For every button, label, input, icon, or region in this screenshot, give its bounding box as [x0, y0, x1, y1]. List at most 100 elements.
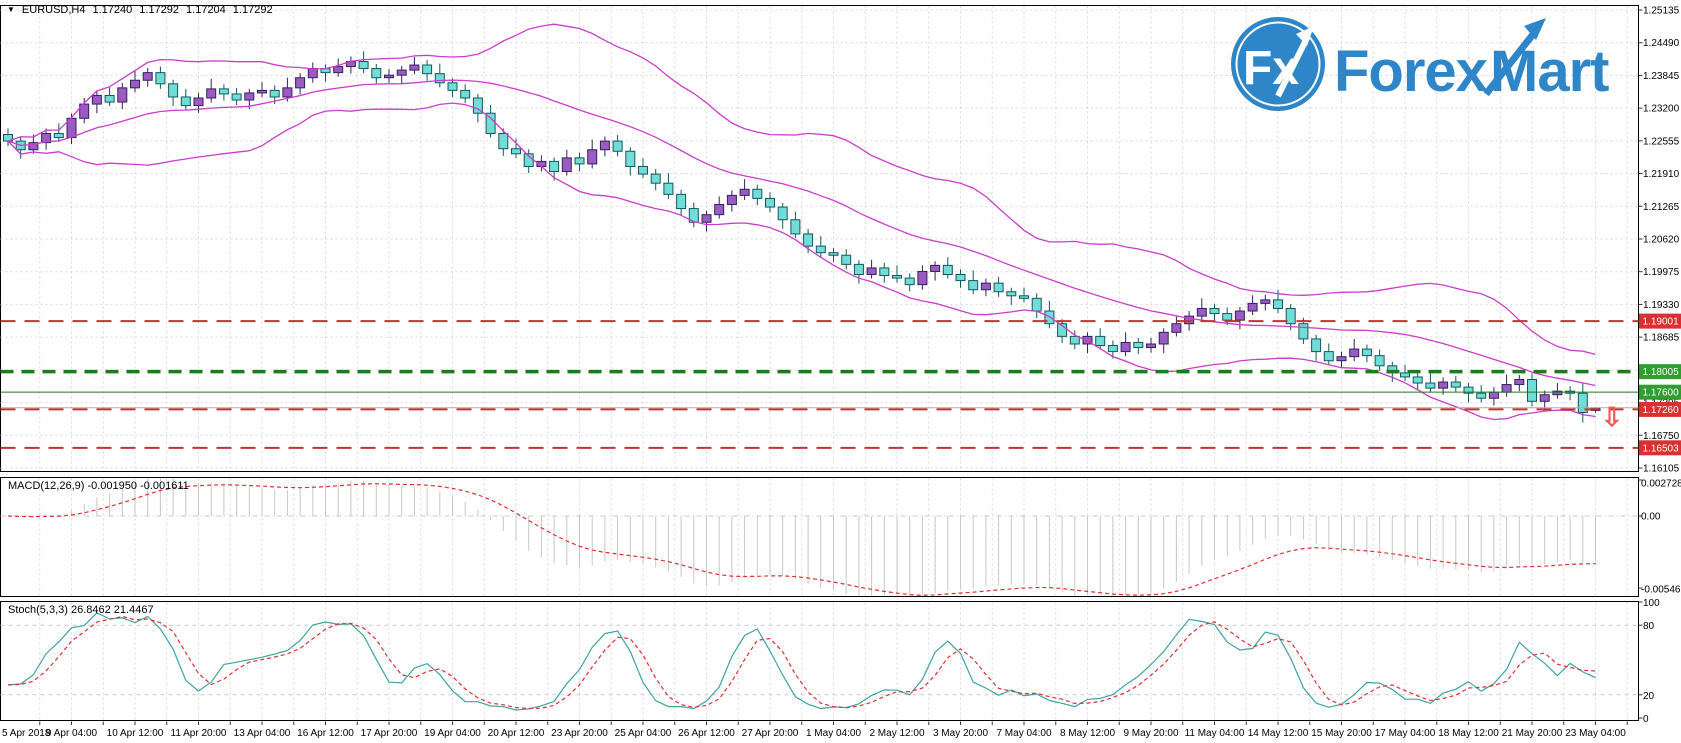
price-axis-label: 1.20620	[1643, 235, 1680, 246]
time-axis-label: 26 Apr 12:00	[678, 728, 735, 739]
price-axis-label: 1.19975	[1643, 267, 1680, 278]
price-axis-label: 1.23200	[1643, 104, 1680, 115]
candle-body	[130, 79, 140, 89]
time-axis-label: 3 May 20:00	[933, 728, 988, 739]
price-level-label: 1.18005	[1643, 367, 1680, 378]
candle-body	[1069, 335, 1080, 345]
candle-body	[815, 245, 826, 254]
bollinger-lower-line	[7, 102, 1596, 421]
bollinger-bands	[7, 23, 1596, 421]
candle-body	[599, 140, 610, 151]
symbol-name: EURUSD,H4	[21, 4, 86, 16]
candle-body	[1539, 394, 1550, 402]
candle-body	[1298, 323, 1309, 340]
candle-body	[930, 264, 941, 272]
candle-body	[180, 96, 191, 107]
candle-body	[549, 160, 560, 173]
stoch-axis-label: 0	[1643, 714, 1649, 725]
candle-body	[561, 157, 572, 173]
candle-body	[168, 83, 179, 98]
candle-body	[447, 82, 458, 91]
candle-body	[790, 219, 801, 235]
candle-body	[777, 206, 788, 221]
time-axis-label: 1 May 04:00	[806, 728, 861, 739]
time-axis-label: 21 May 20:00	[1502, 728, 1563, 739]
candle-body	[587, 149, 598, 165]
candle-body	[1514, 378, 1525, 386]
candle-body	[53, 133, 64, 139]
candle-body	[1234, 310, 1245, 321]
candle-body	[1285, 307, 1296, 325]
candle-body	[955, 274, 966, 282]
candle-body	[904, 277, 915, 286]
ohlc-high: 1.17292	[139, 4, 180, 16]
candle-body	[714, 204, 725, 216]
candle-body	[1412, 376, 1423, 384]
candle-body	[1260, 299, 1271, 304]
time-axis-label: 23 Apr 20:00	[551, 728, 608, 739]
candle-body	[244, 92, 255, 101]
candle-body	[1196, 307, 1207, 317]
candle-body	[1057, 323, 1068, 337]
candle-body	[765, 197, 775, 208]
candle-body	[726, 194, 737, 206]
candle-body	[28, 142, 39, 151]
time-axis-label: 27 Apr 20:00	[742, 728, 799, 739]
candle-body	[218, 88, 229, 95]
candle-body	[117, 87, 128, 103]
candle-body	[1577, 392, 1588, 413]
stoch-d-line	[7, 615, 1596, 710]
candlesticks	[3, 51, 1601, 423]
candle-body	[1400, 372, 1410, 378]
price-axis-label: 1.25135	[1643, 6, 1680, 17]
price-axis-label: 1.16105	[1643, 464, 1680, 475]
forexmart-logo-mark: Fx	[1231, 17, 1325, 111]
time-axis-label: 9 Apr 04:00	[46, 728, 98, 739]
sell-signal-arrow-icon[interactable]: ⇩	[1601, 402, 1623, 432]
candle-body	[434, 73, 445, 84]
stoch-axis-label: 100	[1643, 598, 1660, 609]
candle-body	[257, 89, 267, 94]
forexmart-logo-text: Forex Mart	[1334, 18, 1610, 104]
price-axis-label: 1.18685	[1643, 333, 1680, 344]
candle-body	[460, 89, 471, 99]
candle-body	[853, 263, 864, 276]
ohlc-open: 1.17240	[92, 4, 133, 16]
candle-body	[41, 133, 52, 144]
time-axis-label: 5 Apr 2018	[2, 728, 51, 739]
candle-body	[384, 74, 394, 79]
candle-body	[1527, 378, 1537, 402]
candle-body	[1463, 386, 1474, 394]
candle-body	[396, 69, 407, 76]
candle-body	[1184, 315, 1195, 325]
candle-body	[155, 72, 166, 85]
candle-body	[866, 267, 877, 276]
candle-body	[1552, 390, 1563, 396]
time-axis-label: 25 Apr 04:00	[615, 728, 672, 739]
macd-indicator-label: MACD(12,26,9) -0.001950 -0.001611	[8, 480, 189, 492]
candle-body	[942, 264, 953, 276]
time-axis-label: 11 May 04:00	[1185, 728, 1245, 739]
ohlc-low: 1.17204	[186, 4, 226, 16]
macd-signal-line	[7, 483, 1596, 596]
price-level-label: 1.16503	[1643, 443, 1680, 454]
candle-body	[498, 133, 509, 150]
candle-body	[1323, 351, 1334, 362]
candle-body	[1006, 291, 1017, 297]
candle-body	[1222, 313, 1233, 321]
candle-body	[803, 233, 814, 247]
stoch-k-line	[7, 612, 1596, 711]
candle-body	[701, 214, 712, 223]
price-level-label-box	[1639, 384, 1681, 400]
macd-pane	[0, 478, 1639, 596]
candle-body	[612, 140, 623, 152]
stoch-axis-label: 20	[1643, 691, 1655, 702]
candle-body	[1120, 341, 1131, 353]
logo-mart-text: Mart	[1490, 39, 1609, 104]
candle-body	[282, 87, 293, 98]
price-levels	[0, 320, 1639, 449]
candle-body	[358, 60, 369, 70]
